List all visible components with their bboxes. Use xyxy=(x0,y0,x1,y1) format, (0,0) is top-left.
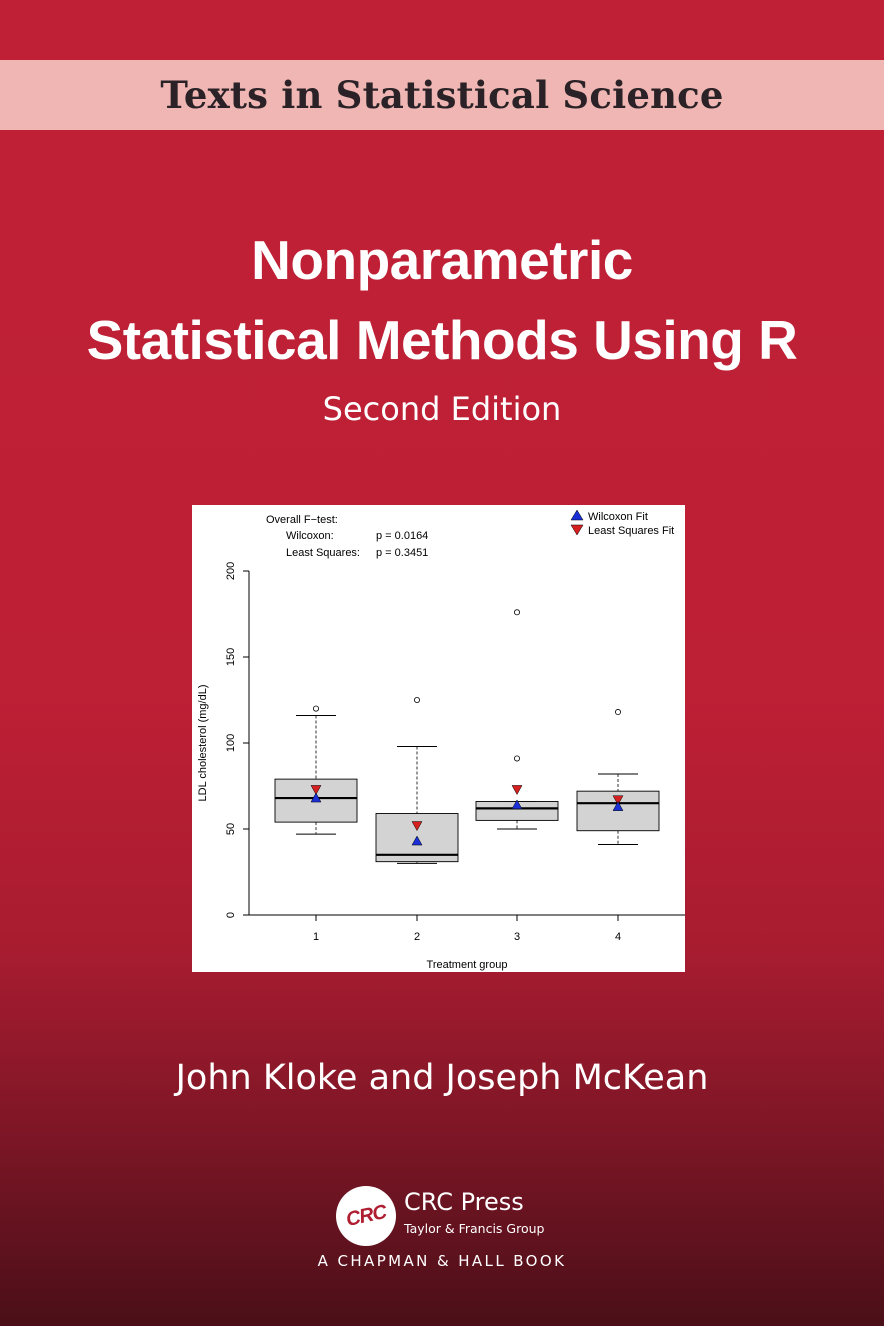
y-axis-label: LDL cholesterol (mg/dL) xyxy=(197,685,209,802)
y-tick-label: 200 xyxy=(225,562,237,580)
x-axis-label: Treatment group xyxy=(427,959,508,971)
annotation-wilcoxon-label: Wilcoxon: xyxy=(286,530,334,542)
x-tick-label: 3 xyxy=(514,931,520,943)
ls-fit-marker xyxy=(310,785,322,795)
series-title: Texts in Statistical Science xyxy=(160,73,724,117)
ls-fit-marker xyxy=(411,821,423,832)
box-group-4 xyxy=(576,709,660,845)
outlier-point xyxy=(513,609,520,616)
legend-ls-marker xyxy=(570,524,584,536)
box-group-3 xyxy=(475,609,559,830)
book-title-line-2: Statistical Methods Using R xyxy=(86,309,798,371)
publisher-name: CRC Press xyxy=(404,1188,524,1216)
wilcoxon-fit-marker xyxy=(310,792,322,803)
publisher-group: Taylor & Francis Group xyxy=(404,1221,545,1236)
authors: John Kloke and Joseph McKean xyxy=(175,1058,709,1098)
crc-logo-mark: CRC xyxy=(343,1200,388,1231)
boxplot-chart: 0 50 100 150 200 1 2 3 4 Overall F−test: Wilcoxo… xyxy=(197,509,685,971)
x-tick-label: 1 xyxy=(313,931,319,943)
y-tick-label: 100 xyxy=(225,734,237,752)
y-tick-label: 150 xyxy=(225,648,237,666)
annotation-heading: Overall F−test: xyxy=(266,514,338,526)
annotation-ls-value: p = 0.3451 xyxy=(376,547,428,559)
outlier-point xyxy=(513,755,520,762)
series-band: Texts in Statistical Science xyxy=(0,60,884,130)
legend-wilcoxon-marker xyxy=(570,509,584,521)
crc-logo: CRC xyxy=(336,1186,396,1246)
outlier-point xyxy=(413,696,420,703)
box-group-1 xyxy=(274,705,358,835)
legend-ls-label: Least Squares Fit xyxy=(588,525,674,537)
annotation-wilcoxon-value: p = 0.0164 xyxy=(376,530,428,542)
x-tick-label: 2 xyxy=(414,931,420,943)
book-title-line-1: Nonparametric xyxy=(251,229,633,291)
publisher-imprint: A CHAPMAN & HALL BOOK xyxy=(317,1252,567,1270)
wilcoxon-fit-marker xyxy=(511,799,523,810)
wilcoxon-fit-marker xyxy=(411,835,423,846)
legend-wilcoxon-label: Wilcoxon Fit xyxy=(588,511,648,523)
wilcoxon-fit-marker xyxy=(612,801,624,811)
ls-fit-marker xyxy=(612,795,624,806)
boxplot-figure: 0 50 100 150 200 1 2 3 4 Overall F−test: Wilcoxo… xyxy=(192,505,685,972)
annotation-ls-label: Least Squares: xyxy=(286,547,360,559)
x-tick-label: 4 xyxy=(615,931,621,943)
y-tick-label: 50 xyxy=(225,823,237,835)
outlier-point xyxy=(313,705,320,712)
edition-label: Second Edition xyxy=(322,390,562,428)
ls-fit-marker xyxy=(511,785,523,795)
chart-legend: Wilcoxon Fit Least Squares Fit xyxy=(570,509,674,537)
outlier-point xyxy=(614,709,621,716)
y-tick-label: 0 xyxy=(225,912,237,918)
